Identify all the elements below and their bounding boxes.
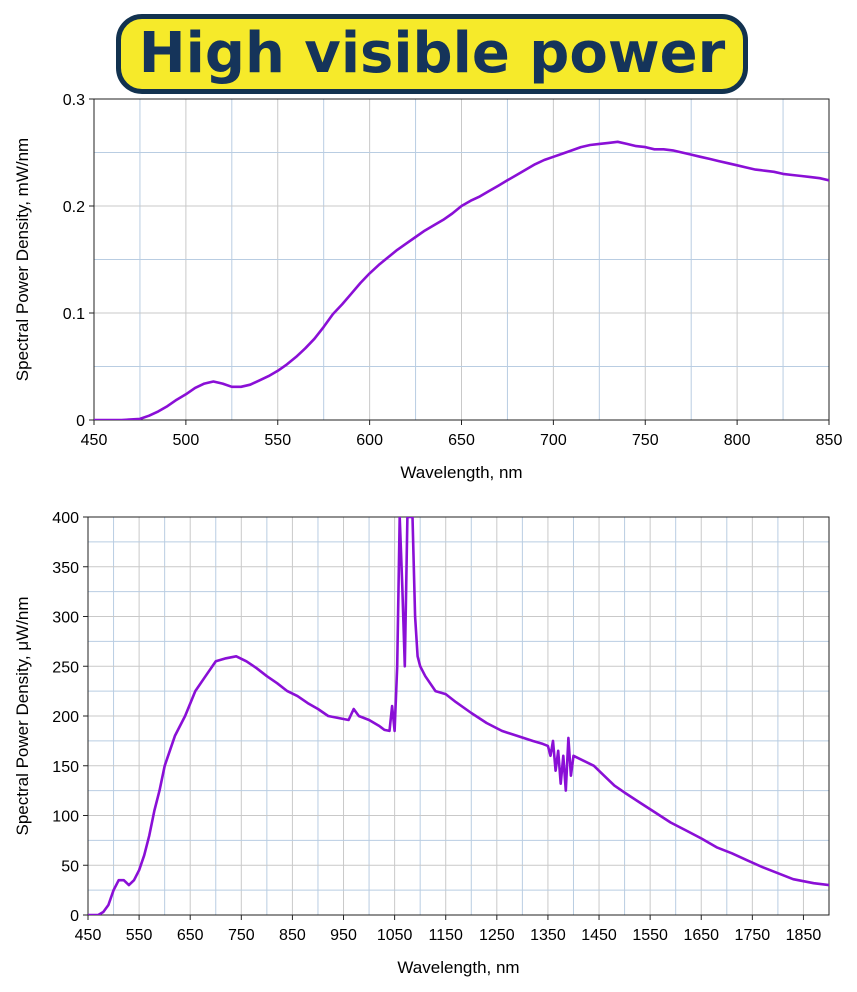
chart0-xtick-label: 600 bbox=[356, 432, 383, 449]
chart1-ytick-label: 300 bbox=[52, 610, 79, 627]
chart1-xtick-label: 550 bbox=[126, 927, 153, 944]
chart0-ytick-label: 0 bbox=[76, 413, 85, 430]
chart0-xtick-label: 550 bbox=[264, 432, 291, 449]
visible-spectrum-chart: 450 500 550 600 650 700 750 800 850 0 0.1 0.2 0.3 Wav… bbox=[13, 92, 843, 482]
chart0-xtick-label: 750 bbox=[632, 432, 659, 449]
chart1-ytick-label: 100 bbox=[52, 809, 79, 826]
chart1-xtick-label: 1350 bbox=[530, 927, 566, 944]
chart1-xtick-label: 1650 bbox=[683, 927, 719, 944]
chart1-xtick-label: 650 bbox=[177, 927, 204, 944]
chart1-xtick-label: 1850 bbox=[786, 927, 822, 944]
chart1-ytick-label: 400 bbox=[52, 510, 79, 527]
chart1-xlabel: Wavelength, nm bbox=[397, 958, 519, 977]
chart0-xlabel: Wavelength, nm bbox=[400, 463, 522, 482]
chart1-ytick-label: 200 bbox=[52, 709, 79, 726]
chart1-grid bbox=[87, 516, 829, 916]
chart1-ytick-label: 350 bbox=[52, 560, 79, 577]
chart1-xtick-label: 1750 bbox=[735, 927, 771, 944]
chart0-ylabel: Spectral Power Density, mW/nm bbox=[13, 138, 32, 381]
chart1-xtick-label: 1150 bbox=[429, 927, 464, 944]
page-title: High visible power bbox=[138, 21, 726, 86]
chart0-xtick-label: 850 bbox=[816, 432, 843, 449]
title-banner: High visible power bbox=[116, 14, 748, 94]
chart1-xtick-label: 850 bbox=[279, 927, 306, 944]
chart1-xtick-label: 450 bbox=[75, 927, 102, 944]
chart1-xtick-label: 1050 bbox=[377, 927, 413, 944]
chart1-ylabel: Spectral Power Density, μW/nm bbox=[13, 596, 32, 835]
chart1-xtick-label: 1450 bbox=[581, 927, 617, 944]
chart0-xtick-label: 800 bbox=[724, 432, 751, 449]
chart0-xtick-label: 700 bbox=[540, 432, 567, 449]
chart1-ytick-label: 150 bbox=[52, 759, 79, 776]
chart0-xtick-label: 450 bbox=[81, 432, 108, 449]
chart0-ytick-label: 0.2 bbox=[63, 199, 85, 216]
chart1-xtick-label: 950 bbox=[330, 927, 357, 944]
chart1-xtick-label: 750 bbox=[228, 927, 255, 944]
chart1-series-line-0 bbox=[88, 517, 829, 915]
chart0-xtick-label: 500 bbox=[173, 432, 200, 449]
chart0-ytick-label: 0.3 bbox=[63, 92, 85, 109]
chart1-ytick-label: 0 bbox=[70, 908, 79, 925]
chart1-xtick-label: 1550 bbox=[632, 927, 668, 944]
chart1-ytick-label: 50 bbox=[61, 858, 79, 875]
chart0-xtick-label: 650 bbox=[448, 432, 475, 449]
chart0-series-line-0 bbox=[94, 140, 829, 420]
chart0-ytick-label: 0.1 bbox=[63, 306, 85, 323]
chart1-ytick-label: 250 bbox=[52, 659, 79, 676]
chart1-xtick-label: 1250 bbox=[479, 927, 515, 944]
